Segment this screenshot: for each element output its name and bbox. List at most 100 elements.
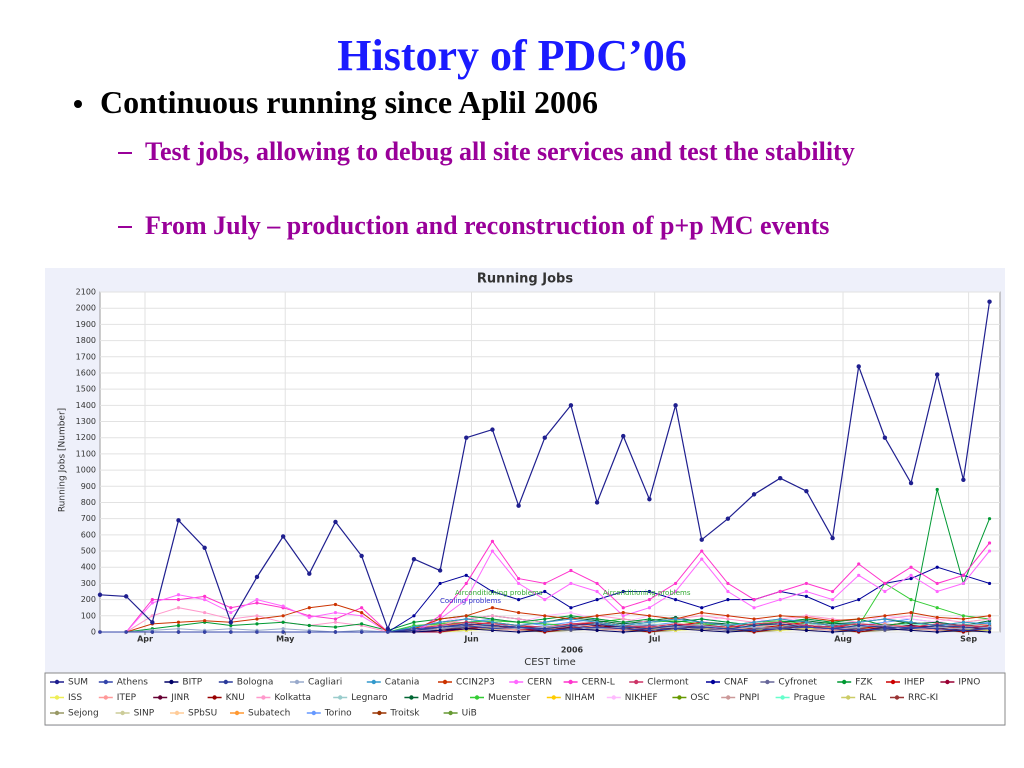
y-tick-label: 1100 — [76, 449, 96, 458]
sub-bullet: From July – production and reconstructio… — [145, 211, 830, 240]
data-point — [883, 589, 887, 594]
data-point — [935, 487, 939, 492]
data-point — [778, 622, 782, 626]
y-tick-label: 1200 — [76, 433, 96, 442]
data-point — [595, 625, 599, 629]
legend-label: Catania — [385, 678, 420, 688]
legend-marker — [514, 679, 519, 685]
data-point — [830, 619, 835, 623]
y-tick-label: 1300 — [76, 417, 96, 426]
legend-label: Cyfronet — [778, 678, 817, 688]
data-point — [517, 625, 521, 629]
data-point — [621, 610, 625, 615]
data-point — [726, 630, 730, 634]
legend-label: SUM — [68, 678, 88, 688]
legend-label: FZK — [855, 678, 873, 688]
data-point — [804, 488, 809, 494]
data-point — [673, 623, 678, 628]
data-point — [883, 617, 887, 621]
x-tick-label: Jul — [648, 635, 661, 644]
data-point — [726, 627, 730, 631]
data-point — [778, 475, 783, 481]
data-point — [490, 589, 495, 594]
legend-marker — [842, 679, 847, 685]
legend-label: JINR — [170, 693, 189, 703]
annotation: Airconditioning problems — [603, 589, 691, 597]
data-point — [176, 606, 181, 610]
data-point — [360, 622, 364, 626]
y-tick-label: 300 — [81, 579, 96, 588]
data-point — [517, 617, 521, 621]
data-point — [700, 620, 704, 624]
data-point — [517, 610, 521, 615]
data-point — [517, 620, 521, 624]
dash — [118, 226, 132, 228]
data-point — [909, 598, 913, 602]
data-point — [438, 628, 442, 632]
data-point — [621, 620, 625, 624]
year-label: 2006 — [561, 646, 584, 655]
legend-label: IHEP — [904, 678, 925, 688]
data-point — [464, 617, 468, 621]
data-point — [700, 614, 704, 618]
x-tick-label: Jun — [463, 635, 479, 644]
data-point — [961, 625, 965, 629]
data-point — [752, 617, 756, 621]
data-point — [699, 537, 704, 542]
data-point — [700, 606, 704, 610]
data-point — [778, 627, 782, 631]
legend-marker — [158, 695, 163, 700]
data-point — [543, 620, 547, 624]
data-point — [124, 630, 128, 634]
y-tick-label: 700 — [81, 514, 96, 523]
data-point — [909, 565, 913, 569]
data-point — [307, 571, 312, 576]
data-point — [229, 623, 233, 628]
data-point — [830, 630, 835, 634]
data-point — [438, 620, 442, 624]
legend-label: RRC-KI — [908, 693, 938, 703]
data-point — [935, 372, 940, 377]
data-point — [150, 630, 154, 634]
data-point — [725, 516, 731, 521]
data-point — [935, 581, 939, 586]
legend-label: Muenster — [488, 693, 530, 703]
data-point — [359, 553, 364, 559]
data-point — [726, 617, 730, 621]
data-point — [726, 581, 730, 586]
legend-marker — [710, 679, 716, 685]
data-point — [150, 614, 154, 618]
data-point — [987, 622, 992, 626]
data-point — [281, 620, 285, 624]
legend-label: IPNO — [958, 678, 980, 688]
data-point — [595, 614, 599, 618]
data-point — [412, 614, 416, 618]
data-point — [647, 497, 652, 502]
data-point — [909, 576, 913, 581]
bullet-text: Continuous running since Aplil 2006 — [100, 84, 598, 120]
data-point — [594, 500, 600, 505]
y-tick-label: 100 — [81, 611, 96, 620]
data-point — [203, 594, 207, 598]
data-point — [437, 568, 443, 573]
legend-marker — [174, 710, 180, 716]
data-point — [673, 598, 678, 602]
data-point — [255, 598, 259, 602]
legend-marker — [568, 679, 573, 685]
data-point — [830, 589, 835, 594]
data-point — [752, 620, 756, 624]
legend-marker — [371, 679, 376, 685]
data-point — [778, 617, 782, 621]
data-point — [647, 606, 652, 610]
data-point — [385, 626, 390, 631]
data-point — [778, 598, 782, 602]
data-point — [621, 606, 625, 610]
data-point — [621, 614, 625, 618]
data-point — [621, 617, 625, 621]
data-point — [595, 598, 599, 602]
data-point — [647, 598, 652, 602]
data-point — [726, 598, 730, 602]
data-point — [543, 617, 547, 621]
data-point — [517, 581, 521, 586]
